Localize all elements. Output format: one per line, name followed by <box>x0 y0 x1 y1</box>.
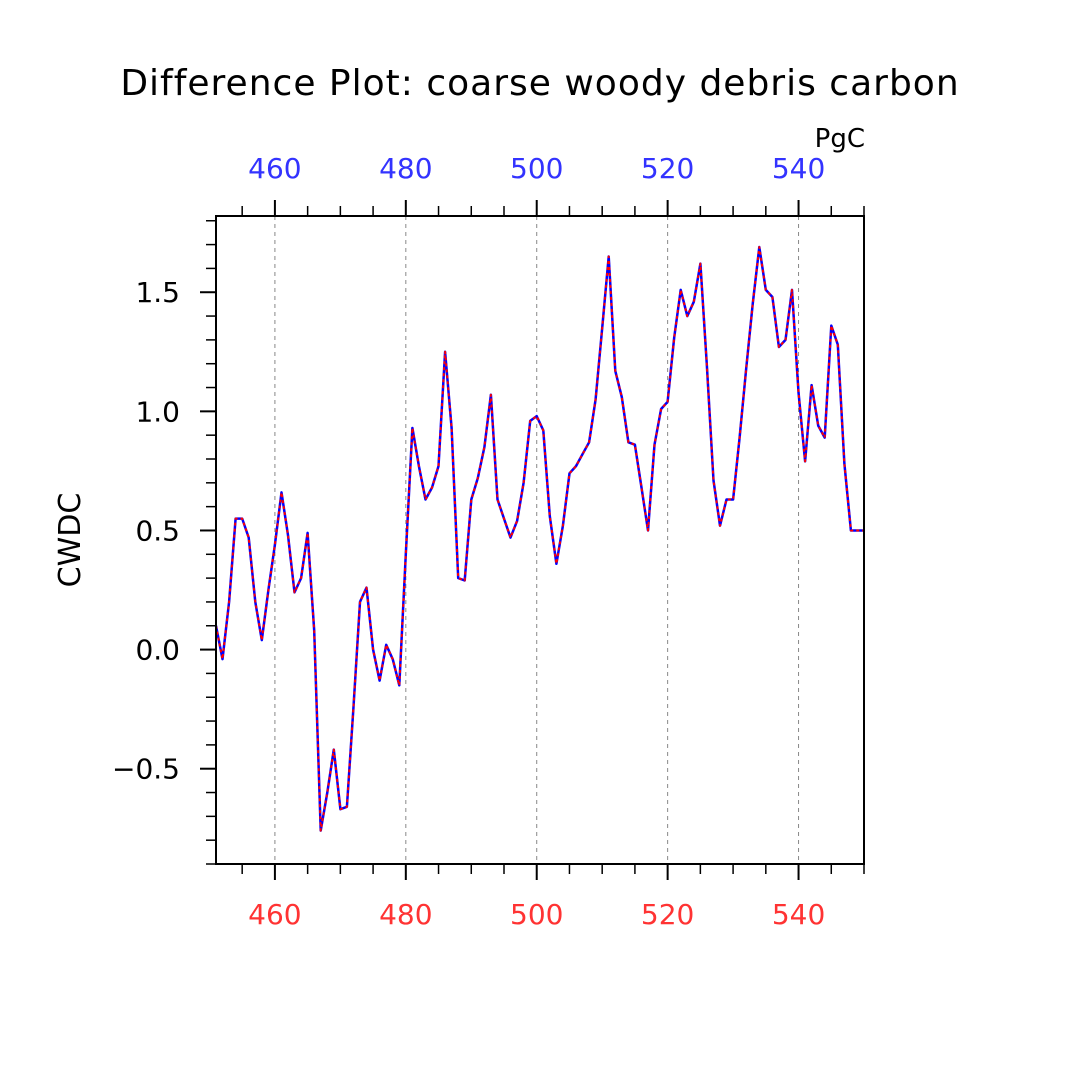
y-tick-label: 1.5 <box>135 276 180 309</box>
chart-title: Difference Plot: coarse woody debris car… <box>120 63 959 104</box>
x-tick-label-top: 480 <box>379 152 432 185</box>
tick-labels: 460 460 480 480 500 500 520 520 540 540 −0.5 0.0 0.5… <box>112 152 825 931</box>
x-tick-label-bottom: 540 <box>772 898 825 931</box>
x-tick-label-top: 540 <box>772 152 825 185</box>
x-tick-label-top: 520 <box>641 152 694 185</box>
x-tick-label-top: 500 <box>510 152 563 185</box>
y-tick-label: −0.5 <box>112 753 180 786</box>
x-tick-label-bottom: 500 <box>510 898 563 931</box>
units-label: PgC <box>815 124 865 154</box>
y-tick-label: 0.0 <box>135 634 180 667</box>
x-tick-label-bottom: 480 <box>379 898 432 931</box>
y-tick-label: 1.0 <box>135 395 180 428</box>
series-lines <box>214 245 864 832</box>
x-tick-label-bottom: 520 <box>641 898 694 931</box>
series-line-1 <box>214 245 864 832</box>
axis-ticks <box>200 200 865 880</box>
x-tick-label-top: 460 <box>248 152 301 185</box>
plot-frame <box>215 215 865 865</box>
y-tick-label: 0.5 <box>135 514 180 547</box>
grid <box>274 216 800 864</box>
y-axis-label: CWDC <box>53 493 88 588</box>
series-line-2 <box>215 246 864 832</box>
x-tick-label-bottom: 460 <box>248 898 301 931</box>
